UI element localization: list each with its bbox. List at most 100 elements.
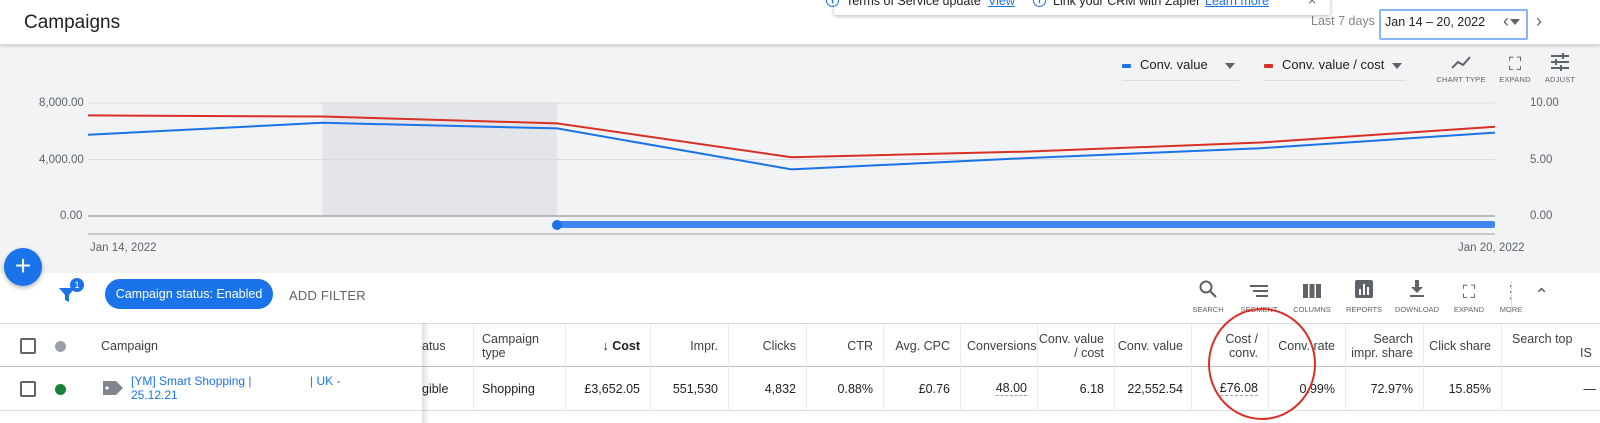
annotation-circle — [1208, 308, 1316, 420]
avg-cpc-value: £0.76 — [918, 382, 950, 396]
chart-type-label: CHART TYPE — [1436, 75, 1486, 84]
search-button[interactable]: SEARCH — [1181, 279, 1235, 314]
search-top-is-value: — — [1583, 382, 1597, 396]
column-header-avg-cpc[interactable]: Avg. CPC — [884, 324, 961, 368]
table-row[interactable]: [YM] Smart Shopping | | UK - 25.12.21 gi… — [0, 367, 1600, 411]
right-axis-tick: 0.00 — [1530, 210, 1553, 222]
status-text: gible — [422, 382, 449, 396]
enabled-status-dot — [55, 384, 66, 395]
close-icon[interactable]: × — [1308, 0, 1317, 8]
column-header-campaign[interactable]: Campaign — [101, 339, 158, 353]
tos-view-link[interactable]: View — [988, 0, 1015, 8]
column-header-conversions[interactable]: Conversions — [961, 324, 1038, 368]
adjust-label: ADJUST — [1544, 75, 1576, 84]
line-chart-icon — [1431, 53, 1491, 75]
table-expand-button[interactable]: ⛶ EXPAND — [1442, 279, 1496, 314]
page-header: Campaigns Last 7 days Jan 14 – 20, 2022 … — [0, 0, 1600, 45]
row-checkbox[interactable] — [20, 381, 36, 397]
fullscreen-icon: ⛶ — [1508, 54, 1522, 74]
search-label: SEARCH — [1192, 305, 1224, 314]
header-text: Conv. value — [1117, 339, 1183, 353]
page-title: Campaigns — [24, 12, 121, 33]
chevron-down-icon — [1225, 63, 1235, 69]
filter-chip-campaign-status[interactable]: Campaign status: Enabled — [105, 279, 273, 309]
clicks-cell: 4,832 — [729, 367, 807, 411]
header-line: Search top — [1512, 332, 1573, 346]
column-header-status[interactable]: atus — [422, 324, 474, 368]
series-line-2 — [87, 114, 1496, 159]
add-filter-button[interactable]: ADD FILTER — [289, 288, 366, 303]
campaign-name-link-part1[interactable]: [YM] Smart Shopping | — [131, 374, 252, 388]
date-range-picker[interactable]: Jan 14 – 20, 2022 — [1379, 9, 1528, 40]
campaign-name-link-line2[interactable]: 25.12.21 — [131, 388, 178, 402]
campaign-type-text: Shopping — [482, 382, 535, 396]
crm-notice-text: Link your CRM with Zapier — [1053, 0, 1201, 8]
header-line: impr. share — [1351, 346, 1413, 360]
columns-button[interactable]: COLUMNS — [1285, 279, 1339, 314]
header-line: / cost — [1074, 346, 1104, 360]
columns-label: COLUMNS — [1293, 305, 1331, 314]
chart-expand-button[interactable]: ⛶ EXPAND — [1485, 53, 1545, 84]
arrow-down-icon: ↓ — [602, 339, 613, 353]
click-share-cell: 15.85% — [1424, 367, 1502, 411]
select-all-checkbox[interactable] — [20, 338, 36, 354]
tos-notice-text: Terms of Service update — [846, 0, 981, 8]
conv-value-cost-cell: 6.18 — [1038, 367, 1115, 411]
collapse-icon[interactable]: ⌃ — [1534, 285, 1550, 305]
download-button[interactable]: DOWNLOAD — [1390, 279, 1444, 314]
next-period-button[interactable]: › — [1536, 11, 1542, 31]
chevron-down-icon — [1392, 63, 1402, 69]
metric-label: Conv. value — [1140, 57, 1208, 72]
column-header-ctr[interactable]: CTR — [807, 324, 884, 368]
date-range-value: Jan 14 – 20, 2022 — [1385, 15, 1486, 29]
chart-type-button[interactable]: CHART TYPE — [1431, 53, 1491, 84]
column-header-conv-value-cost[interactable]: Conv. value / cost — [1038, 324, 1115, 368]
search-top-is-cell: — — [1502, 367, 1600, 411]
download-icon — [1390, 279, 1444, 305]
reports-button[interactable]: REPORTS — [1337, 279, 1391, 314]
column-header-cost[interactable]: ↓ Cost — [566, 324, 651, 368]
left-axis-tick: 0.00 — [60, 210, 83, 222]
header-text: Clicks — [762, 339, 796, 353]
column-header-click-share[interactable]: Click share — [1424, 324, 1502, 368]
filter-icon[interactable] — [58, 286, 76, 309]
column-header-campaign-type[interactable]: Campaign type — [474, 324, 566, 368]
conversions-value[interactable]: 48.00 — [995, 381, 1027, 396]
shopping-tag-icon — [103, 380, 123, 399]
right-axis-tick: 10.00 — [1530, 97, 1559, 109]
chart-canvas — [87, 102, 1496, 235]
metric-selector-conv-value[interactable]: Conv. value — [1122, 57, 1239, 81]
chart-adjust-button[interactable]: ADJUST — [1530, 53, 1590, 84]
segment-icon — [1232, 279, 1286, 305]
conv-value-cell: 22,552.54 — [1115, 367, 1192, 411]
conv-value-cost-value: 6.18 — [1079, 382, 1104, 396]
date-range-label: Last 7 days — [1311, 14, 1375, 28]
column-header-impr[interactable]: Impr. — [651, 324, 729, 368]
create-button[interactable]: + — [4, 248, 42, 286]
header-line: IS — [1580, 346, 1592, 360]
column-header-search-impr-share[interactable]: Search impr. share — [1346, 324, 1424, 368]
search-impr-share-cell: 72.97% — [1346, 367, 1424, 411]
x-axis-start-label: Jan 14, 2022 — [90, 242, 157, 254]
download-label: DOWNLOAD — [1394, 305, 1440, 314]
crm-learn-more-link[interactable]: Learn more — [1205, 0, 1269, 8]
campaign-name-link-part2[interactable]: | UK - — [310, 374, 341, 388]
impr-value: 551,530 — [672, 382, 718, 396]
series-line-1 — [87, 121, 1496, 171]
range-handle — [552, 220, 562, 230]
cost-value: £3,652.05 — [584, 382, 640, 396]
column-header-conv-value[interactable]: Conv. value — [1115, 324, 1192, 368]
column-header-clicks[interactable]: Clicks — [729, 324, 807, 368]
right-axis-tick: 5.00 — [1530, 154, 1553, 166]
performance-chart: Conv. value Conv. value / cost CHART TYP… — [0, 45, 1600, 273]
columns-icon — [1285, 279, 1339, 305]
header-text: Click share — [1429, 339, 1491, 353]
header-line: Campaign — [482, 332, 539, 346]
notification-bar: i Terms of Service update View i Link yo… — [826, 0, 1330, 15]
frozen-header: Campaign — [0, 324, 422, 368]
column-header-search-top-is[interactable]: Search top IS — [1502, 324, 1600, 368]
metric-selector-conv-value-cost[interactable]: Conv. value / cost — [1264, 57, 1406, 81]
previous-period-button[interactable]: ‹ — [1503, 11, 1509, 31]
header-text: Impr. — [690, 339, 718, 353]
header-text: Avg. CPC — [895, 339, 950, 353]
